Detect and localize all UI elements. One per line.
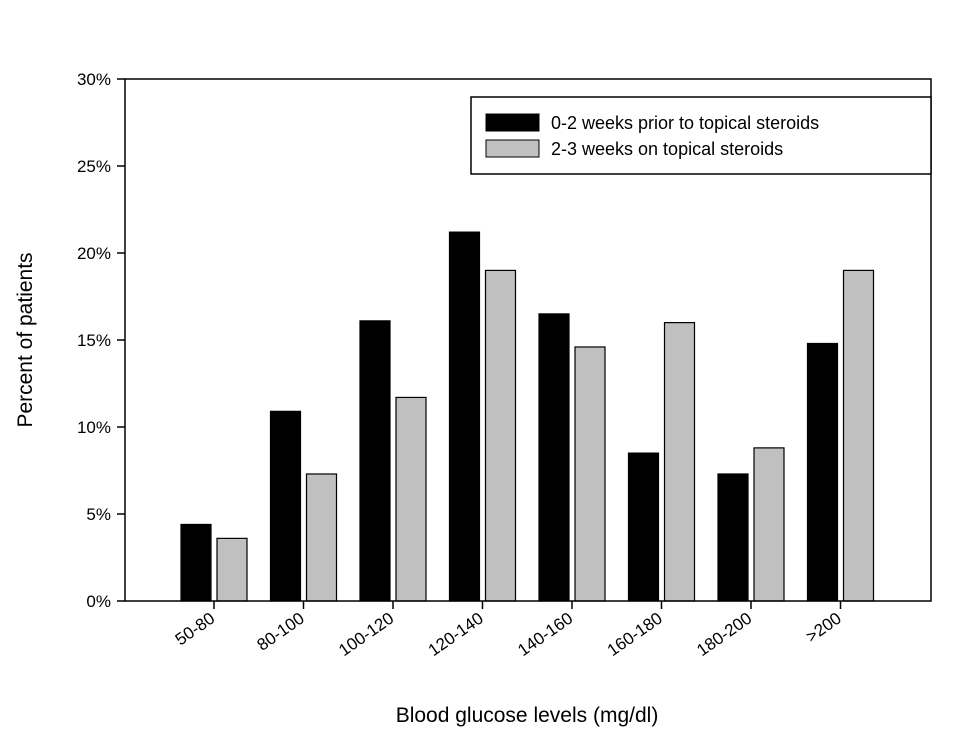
y-tick-label: 25%: [77, 157, 111, 176]
x-tick-label: 160-180: [604, 609, 666, 660]
y-tick-label: 5%: [86, 505, 111, 524]
y-tick-label: 20%: [77, 244, 111, 263]
bar-series-1: [627, 452, 660, 602]
bar-series-1: [717, 473, 749, 602]
y-tick-label: 15%: [77, 331, 111, 350]
bar-series-1: [806, 342, 839, 602]
legend-box: [470, 96, 932, 175]
x-tick-label: 80-100: [254, 609, 308, 655]
bars: [180, 231, 875, 602]
bar-series-1: [180, 523, 212, 602]
bar-series-2: [842, 269, 875, 602]
bar-series-2: [305, 473, 338, 602]
y-axis-ticks: 0% 5% 10% 15% 20% 25% 30%: [77, 70, 125, 611]
plot-area-frame: [124, 78, 932, 602]
x-tick-label: 50-80: [172, 609, 219, 650]
x-tick-label: 100-120: [335, 609, 397, 660]
legend-label-series-1: 0-2 weeks prior to topical steroids: [551, 113, 819, 133]
x-tick-label: 120-140: [425, 609, 487, 660]
bar-series-2: [574, 346, 606, 602]
y-tick-label: 10%: [77, 418, 111, 437]
x-tick-label: >200: [803, 609, 845, 647]
bar-series-1: [269, 410, 302, 602]
y-axis-title: Percent of patients: [14, 252, 37, 427]
x-axis-ticks: 50-80 80-100 100-120 120-140 140-160 160-180 1…: [172, 601, 845, 660]
legend-swatch-series-1: [485, 113, 540, 132]
bar-series-2: [753, 447, 785, 602]
legend-label-series-2: 2-3 weeks on topical steroids: [551, 139, 783, 159]
legend-swatch-series-2: [485, 139, 540, 158]
bar-series-1: [538, 313, 570, 602]
bar-series-2: [663, 322, 696, 602]
legend: 0-2 weeks prior to topical steroids 2-3 …: [470, 96, 932, 175]
bar-series-1: [448, 231, 481, 602]
bar-series-2: [484, 269, 517, 602]
bar-series-1: [359, 320, 391, 602]
x-tick-label: 180-200: [693, 609, 755, 660]
bar-series-2: [395, 396, 427, 602]
x-axis-title: Blood glucose levels (mg/dl): [396, 704, 659, 727]
y-tick-label: 30%: [77, 70, 111, 89]
y-tick-label: 0%: [86, 592, 111, 611]
bar-series-2: [216, 537, 248, 602]
x-tick-label: 140-160: [514, 609, 576, 660]
